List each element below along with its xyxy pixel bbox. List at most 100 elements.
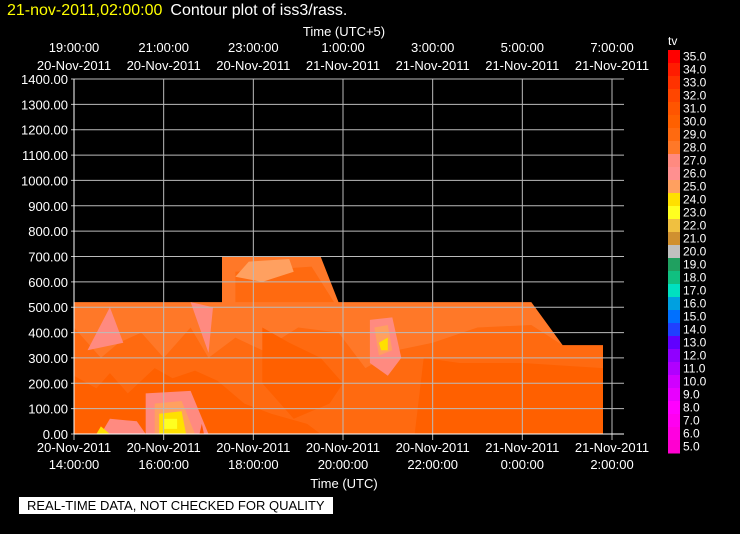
y-tick-label: 1000.00 xyxy=(21,173,68,188)
colorbar-swatch xyxy=(668,362,680,376)
x-bottom-tick-labels: 20-Nov-2011 14:00:00 20-Nov-2011 16:00:00 20… xyxy=(37,440,649,472)
colorbar-level-label: 15.0 xyxy=(683,310,707,324)
colorbar-level-label: 14.0 xyxy=(683,323,707,337)
x-bottom-tick-time: 18:00:00 xyxy=(228,457,279,472)
colorbar-level-label: 26.0 xyxy=(683,167,707,181)
colorbar-swatch xyxy=(668,323,680,337)
colorbar-swatch xyxy=(668,115,680,129)
colorbar-swatch xyxy=(668,388,680,402)
colorbar-swatch xyxy=(668,297,680,311)
x-bottom-tick-date: 21-Nov-2011 xyxy=(485,440,559,455)
x-top-tick-date: 20-Nov-2011 xyxy=(127,58,201,73)
x-bottom-tick-time: 14:00:00 xyxy=(49,457,100,472)
y-tick-label: 1100.00 xyxy=(22,148,68,163)
colorbar-level-label: 32.0 xyxy=(683,89,707,103)
colorbar-swatch xyxy=(668,193,680,207)
x-top-tick-date: 20-Nov-2011 xyxy=(216,58,290,73)
colorbar-swatch xyxy=(668,63,680,77)
colorbar-swatch xyxy=(668,440,680,454)
x-bottom-tick-time: 16:00:00 xyxy=(138,457,189,472)
colorbar-level-label: 28.0 xyxy=(683,141,707,155)
colorbar-swatch xyxy=(668,89,680,103)
contour-region xyxy=(74,368,321,434)
x-top-tick-time: 1:00:00 xyxy=(321,40,364,55)
colorbar-swatch xyxy=(668,232,680,246)
colorbar-level-label: 31.0 xyxy=(683,102,707,116)
colorbar-level-label: 23.0 xyxy=(683,206,707,220)
colorbar-level-label: 21.0 xyxy=(683,232,707,246)
colorbar-swatch xyxy=(668,128,680,142)
colorbar-level-label: 13.0 xyxy=(683,336,707,350)
x-top-tick-date: 21-Nov-2011 xyxy=(485,58,559,73)
colorbar-level-label: 29.0 xyxy=(683,128,707,142)
colorbar-level-label: 6.0 xyxy=(683,427,700,441)
x-top-tick-date: 21-Nov-2011 xyxy=(396,58,470,73)
colorbar-swatch xyxy=(668,427,680,441)
colorbar-swatch xyxy=(668,102,680,116)
colorbar-swatch xyxy=(668,414,680,428)
x-top-tick-time: 3:00:00 xyxy=(411,40,454,55)
contour-region xyxy=(378,337,388,351)
y-tick-label: 700.00 xyxy=(28,250,68,265)
colorbar-level-label: 10.0 xyxy=(683,375,707,389)
colorbar-level-label: 7.0 xyxy=(683,414,700,428)
colorbar-level-label: 27.0 xyxy=(683,154,707,168)
colorbar-swatch xyxy=(668,167,680,181)
colorbar-swatch xyxy=(668,154,680,168)
grid-lines xyxy=(71,78,624,440)
chart-title: Contour plot of iss3/rass. xyxy=(170,2,348,19)
colorbar-swatch xyxy=(668,375,680,389)
y-tick-label: 1400.00 xyxy=(21,72,68,87)
colorbar-level-label: 16.0 xyxy=(683,297,707,311)
colorbar-swatch xyxy=(668,141,680,155)
colorbar: 35.034.033.032.031.030.029.028.027.026.0… xyxy=(668,50,707,454)
x-top-tick-date: 20-Nov-2011 xyxy=(37,58,111,73)
colorbar-swatch xyxy=(668,310,680,324)
colorbar-level-label: 12.0 xyxy=(683,349,707,363)
x-bottom-tick-date: 20-Nov-2011 xyxy=(37,440,111,455)
contour-region xyxy=(190,302,213,353)
x-bottom-tick-time: 0:00:00 xyxy=(501,457,544,472)
y-tick-label: 200.00 xyxy=(28,376,68,391)
x-bottom-tick-time: 22:00:00 xyxy=(407,457,458,472)
colorbar-level-label: 11.0 xyxy=(683,362,706,376)
x-bottom-tick-time: 20:00:00 xyxy=(318,457,369,472)
x-top-tick-time: 23:00:00 xyxy=(228,40,279,55)
colorbar-level-label: 34.0 xyxy=(683,63,707,77)
x-bottom-tick-date: 21-Nov-2011 xyxy=(575,440,649,455)
colorbar-swatch xyxy=(668,401,680,415)
x-top-tick-time: 7:00:00 xyxy=(590,40,633,55)
y-tick-labels: 0.00 100.00 200.00 300.00 400.00 500.00 600.00… xyxy=(21,72,68,442)
contour-region xyxy=(235,259,294,282)
contour-region xyxy=(87,307,124,351)
colorbar-swatch xyxy=(668,284,680,298)
colorbar-swatch xyxy=(668,76,680,90)
contour-region xyxy=(414,357,603,434)
colorbar-swatch xyxy=(668,50,680,64)
x-bottom-tick-date: 20-Nov-2011 xyxy=(216,440,290,455)
timestamp: 21-nov-2011,02:00:00 xyxy=(7,2,163,19)
colorbar-swatch xyxy=(668,206,680,220)
colorbar-swatch xyxy=(668,336,680,350)
colorbar-level-label: 24.0 xyxy=(683,193,707,207)
y-tick-label: 900.00 xyxy=(28,199,68,214)
x-bottom-tick-date: 20-Nov-2011 xyxy=(396,440,470,455)
colorbar-level-label: 17.0 xyxy=(683,284,707,298)
colorbar-level-label: 33.0 xyxy=(683,76,707,90)
colorbar-level-label: 19.0 xyxy=(683,258,707,272)
y-tick-label: 0.00 xyxy=(43,427,68,442)
colorbar-level-label: 18.0 xyxy=(683,271,707,285)
y-tick-label: 300.00 xyxy=(28,351,68,366)
colorbar-label: tv xyxy=(668,34,677,48)
x-bottom-axis-label: Time (UTC) xyxy=(310,476,377,491)
contour-region xyxy=(262,327,343,419)
x-top-tick-labels: 19:00:00 20-Nov-2011 21:00:00 20-Nov-2011 23… xyxy=(37,40,649,73)
chart-header: 21-nov-2011,02:00:00 Contour plot of iss3… xyxy=(7,2,347,20)
y-tick-label: 800.00 xyxy=(28,224,68,239)
y-tick-label: 500.00 xyxy=(28,300,68,315)
colorbar-level-label: 25.0 xyxy=(683,180,707,194)
contour-region xyxy=(96,426,110,434)
colorbar-level-label: 35.0 xyxy=(683,50,707,64)
x-top-axis-label: Time (UTC+5) xyxy=(303,24,385,39)
